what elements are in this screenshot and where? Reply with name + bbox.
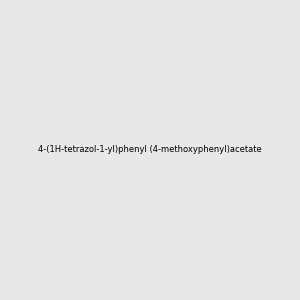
Text: 4-(1H-tetrazol-1-yl)phenyl (4-methoxyphenyl)acetate: 4-(1H-tetrazol-1-yl)phenyl (4-methoxyphe… [38,146,262,154]
